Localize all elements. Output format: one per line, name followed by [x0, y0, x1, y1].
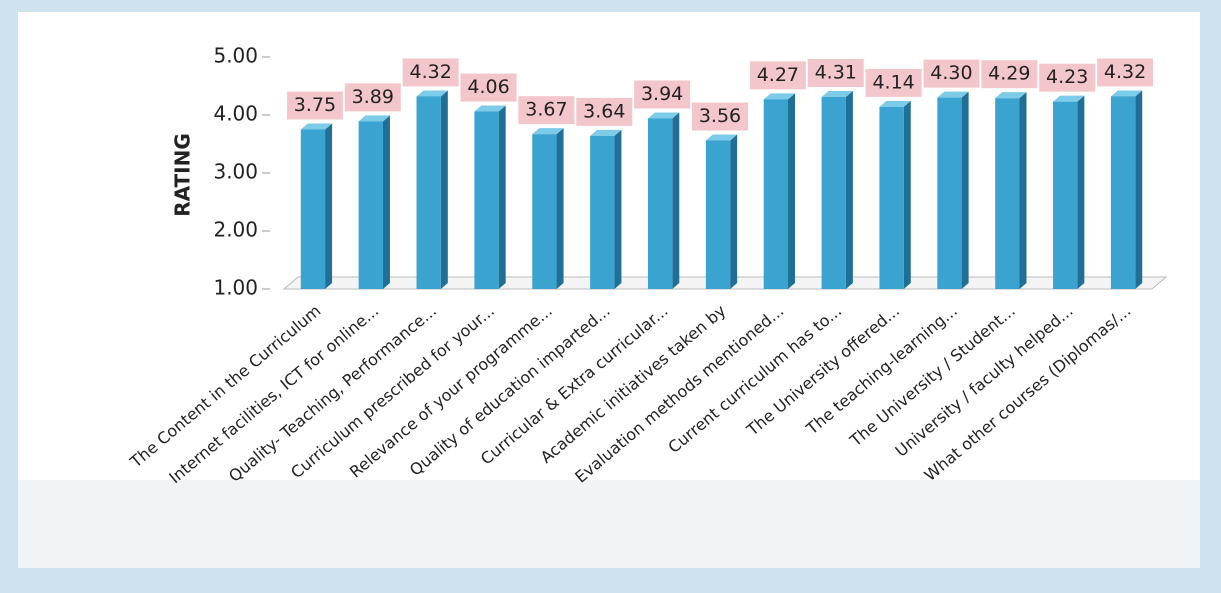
value-label-box [1097, 58, 1154, 87]
value-label-box [460, 73, 517, 102]
value-label-box [981, 60, 1038, 89]
y-tick-label: 4.00 [213, 102, 258, 126]
y-tick-label: 3.00 [213, 160, 258, 184]
value-label: 4.14 [872, 71, 914, 93]
bar-top [532, 128, 564, 135]
bar-side [1135, 90, 1143, 289]
bar [416, 96, 441, 289]
bar-side [1077, 95, 1085, 289]
y-axis-label: RATING [171, 133, 195, 217]
value-label-box [286, 91, 343, 120]
value-label: 4.23 [1046, 66, 1088, 88]
value-label: 4.32 [410, 61, 452, 83]
value-label-box [807, 59, 864, 88]
bar-top [937, 91, 969, 98]
bar [763, 99, 789, 289]
bar-top [821, 91, 853, 98]
value-label: 4.32 [1104, 61, 1146, 83]
value-label: 3.64 [583, 100, 625, 122]
bar [879, 106, 904, 289]
bar-top [1110, 90, 1143, 97]
bar [1053, 101, 1078, 289]
value-label: 3.56 [699, 105, 741, 127]
value-label-box [576, 97, 633, 126]
value-label: 4.06 [467, 76, 509, 98]
bar-side [325, 123, 333, 289]
bar-side [382, 115, 390, 289]
bar-top [995, 92, 1027, 99]
bar-top [300, 123, 333, 130]
bar-top [1053, 95, 1085, 102]
bar-side [730, 134, 738, 289]
bar [705, 140, 731, 289]
bar [300, 129, 326, 289]
bar [995, 98, 1020, 290]
value-label: 3.94 [641, 83, 683, 105]
value-label-box [923, 59, 980, 88]
value-label: 3.89 [352, 86, 394, 108]
value-label: 4.27 [757, 64, 799, 86]
bar [532, 134, 557, 289]
bar-side [614, 129, 622, 289]
bar [821, 97, 846, 290]
bar-side [556, 128, 564, 289]
bar [590, 135, 615, 289]
bar-side [961, 91, 969, 289]
bar-side [440, 90, 448, 289]
value-label-box [1039, 63, 1096, 92]
bar-side [498, 105, 506, 290]
value-label: 4.29 [988, 63, 1030, 85]
bar-top [474, 105, 506, 112]
bar [937, 97, 962, 289]
bar [474, 111, 499, 290]
value-label: 4.31 [815, 62, 857, 84]
value-label-box [344, 83, 401, 112]
bar [1110, 96, 1136, 289]
bar-top [705, 134, 738, 141]
value-label-box [692, 102, 748, 131]
bar-side [903, 100, 911, 289]
value-label-box [402, 58, 459, 87]
value-label: 4.30 [930, 62, 972, 84]
y-tick-label: 1.00 [213, 276, 258, 300]
value-label-box [749, 61, 806, 90]
bar [647, 118, 673, 289]
value-label-box [865, 68, 922, 97]
bar-top [590, 129, 622, 136]
value-label-box [518, 96, 575, 125]
bar-side [845, 91, 853, 290]
bar-top [879, 100, 911, 107]
bar-top [763, 93, 796, 100]
bar-top [358, 115, 390, 122]
bar-side [788, 93, 796, 289]
value-label-box [634, 80, 691, 109]
floor-shade [18, 480, 1200, 568]
value-label: 3.75 [294, 94, 336, 116]
bar [358, 121, 383, 289]
y-tick-label: 2.00 [213, 218, 258, 242]
bar-side [1019, 92, 1027, 290]
value-label: 3.67 [525, 99, 567, 121]
bar-top [647, 112, 680, 119]
y-tick-label: 5.00 [213, 44, 258, 68]
bar-side [672, 112, 680, 289]
bar-top [416, 90, 448, 97]
